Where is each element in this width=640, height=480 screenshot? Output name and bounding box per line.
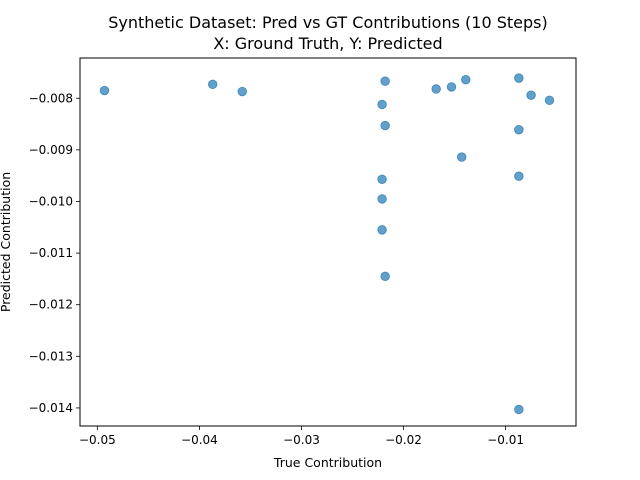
x-axis-label: True Contribution	[273, 455, 382, 470]
data-point-16	[514, 171, 524, 181]
data-point-6	[380, 120, 390, 131]
data-point-14	[457, 152, 467, 162]
data-point-3	[237, 86, 247, 97]
data-point-11	[526, 90, 536, 100]
data-point-17	[377, 194, 387, 204]
data-point-15	[377, 174, 387, 184]
x-tick-label-3: −0.03	[283, 433, 320, 447]
data-point-20	[514, 404, 524, 415]
x-axis-ticks: −0.05 −0.04 −0.03 −0.02 −0.01	[79, 426, 524, 447]
data-point-8	[446, 82, 457, 92]
data-point-10	[514, 73, 524, 83]
chart-title: Synthetic Dataset: Pred vs GT Contributi…	[108, 13, 547, 32]
data-point-7	[431, 84, 441, 94]
y-tick-label-6: −0.013	[29, 349, 73, 363]
x-tick-label-5: −0.01	[487, 433, 524, 447]
y-axis-label: Predicted Contribution	[0, 172, 13, 312]
x-tick-label-4: −0.02	[385, 433, 422, 447]
data-point-19	[380, 271, 390, 282]
x-tick-label-1: −0.05	[79, 433, 116, 447]
y-tick-label-2: −0.009	[29, 143, 73, 157]
data-point-9	[461, 74, 471, 85]
y-tick-label-4: −0.011	[29, 246, 73, 260]
x-tick-label-2: −0.04	[181, 433, 218, 447]
chart-subtitle: X: Ground Truth, Y: Predicted	[213, 34, 442, 53]
y-tick-label-5: −0.012	[29, 298, 73, 312]
data-points	[99, 73, 555, 415]
y-tick-label-7: −0.014	[29, 401, 73, 415]
y-tick-label-1: −0.008	[29, 91, 73, 105]
data-point-12	[544, 95, 555, 106]
data-point-5	[377, 99, 387, 110]
data-point-13	[514, 125, 524, 135]
y-axis-ticks: −0.008 −0.009 −0.010 −0.011 −0.012 −0.013 −0.0…	[29, 91, 80, 415]
plot-area-frame	[79, 57, 577, 427]
data-point-2	[207, 79, 218, 90]
data-point-4	[380, 76, 390, 86]
data-point-1	[99, 85, 110, 96]
data-point-18	[377, 225, 387, 235]
y-tick-label-3: −0.010	[29, 194, 73, 208]
